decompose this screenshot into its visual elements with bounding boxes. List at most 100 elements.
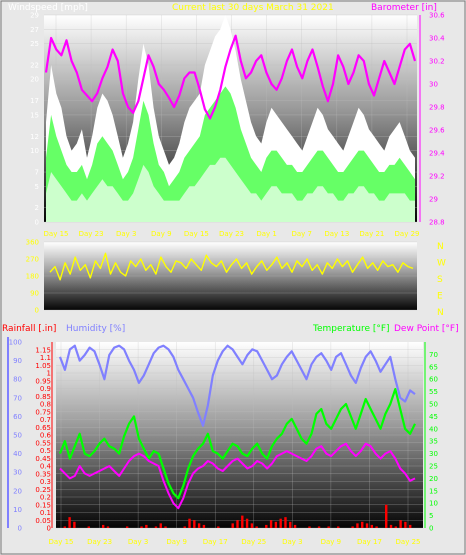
rainfall-tick-label: 0.65 (35, 424, 51, 432)
direction-degree-tick: 270 (26, 256, 39, 264)
humidity-tick-label: 50 (13, 432, 22, 440)
rainfall-bar (101, 524, 105, 528)
humidity-tick-label: 20 (13, 487, 22, 495)
rainfall-tick-label: 0.55 (35, 439, 51, 447)
barometer-tick-label: 29.2 (429, 173, 445, 181)
rainfall-legend-label: Rainfall [.in] (2, 324, 56, 334)
rainfall-tick-label: 0.2 (40, 494, 51, 502)
temperature-tick-label: 70 (429, 351, 438, 359)
barometer-tick-label: 28.8 (429, 219, 445, 227)
x-tick-label: Day 23 (87, 538, 112, 546)
rainfall-bar (154, 526, 158, 528)
humidity-line (58, 344, 416, 427)
windspeed-axis-title: Windspeed [mph] (8, 3, 88, 13)
temperature-tick-label: 25 (429, 463, 438, 471)
barometer-tick-label: 29.8 (429, 104, 445, 112)
x-tick-label: Day 23 (79, 230, 104, 238)
rainfall-bar (245, 518, 249, 528)
direction-degree-tick: 360 (26, 239, 39, 247)
temperature-tick-label: 0 (429, 525, 433, 533)
rainfall-tick-label: 1 (47, 370, 51, 378)
x-tick-label: Day 15 (44, 230, 69, 238)
rainfall-bar (217, 526, 220, 528)
rainfall-bar (68, 517, 71, 528)
x-tick-label: Day 3 (128, 538, 149, 546)
rainfall-bar (159, 523, 162, 528)
windspeed-tick-label: 5 (35, 183, 39, 191)
x-tick-label: Day 21 (359, 230, 384, 238)
rainfall-bar (356, 523, 359, 528)
rainfall-tick-label: 0.25 (35, 486, 51, 494)
rainfall-bar (389, 524, 393, 528)
temperature-tick-label: 15 (429, 487, 438, 495)
rainfall-bar (202, 524, 206, 528)
rainfall-bar (361, 521, 364, 528)
humidity-tick-label: 60 (13, 413, 22, 421)
temperature-tick-label: 45 (429, 413, 438, 421)
barometer-tick-label: 29.6 (429, 127, 445, 135)
rainfall-bar (399, 520, 402, 528)
x-tick-label: Day 9 (166, 538, 187, 546)
barometer-line (44, 34, 417, 120)
temperature-tick-label: 20 (429, 475, 438, 483)
rainfall-bar (327, 526, 330, 528)
rainfall-bar (197, 523, 201, 528)
rainfall-tick-label: 0.1 (40, 509, 51, 517)
x-tick-label: Day 9 (321, 538, 342, 546)
windspeed-tick-label: 2 (35, 204, 39, 212)
rainfall-tick-label: 0.4 (40, 463, 52, 471)
windspeed-tick-label: 15 (30, 111, 39, 119)
rainfall-tick-label: 0.8 (40, 401, 51, 409)
rainfall-bar (284, 517, 287, 528)
windspeed-tick-label: 17 (30, 97, 39, 105)
temperature-legend-label: Temperature [°F] (312, 324, 390, 334)
humidity-tick-label: 70 (13, 394, 22, 402)
rainfall-tick-label: 0.7 (40, 416, 51, 424)
rainfall-tick-label: 0.5 (40, 447, 51, 455)
temperature-tick-label: 50 (429, 401, 438, 409)
compass-tick-label: N (437, 308, 444, 318)
compass-tick-label: W (437, 259, 446, 269)
temperature-tick-label: 40 (429, 425, 438, 433)
rainfall-bar (370, 524, 374, 528)
rainfall-bar (236, 520, 239, 528)
rainfall-bar (193, 520, 196, 528)
barometer-tick-label: 30.6 (429, 12, 445, 20)
windspeed-tick-label: 27 (30, 26, 39, 34)
rainfall-bar (337, 526, 340, 528)
rainfall-bar (125, 526, 129, 528)
barometer-tick-label: 30.4 (429, 35, 445, 43)
rainfall-bar (404, 521, 407, 528)
x-tick-label: Day 15 (184, 230, 209, 238)
wind-average-area (46, 157, 415, 222)
humidity-tick-label: 80 (13, 376, 22, 384)
compass-tick-label: E (437, 292, 443, 302)
windspeed-tick-label: 10 (30, 147, 39, 155)
rainfall-bar (265, 524, 268, 528)
rainfall-bar (279, 518, 282, 528)
rainfall-tick-label: 1.15 (35, 346, 51, 354)
direction-degree-tick: 180 (26, 273, 39, 281)
chart-title: Current last 30 days March 31 2021 (172, 3, 334, 13)
rainfall-bar (145, 524, 148, 528)
compass-tick-label: N (437, 242, 444, 252)
windspeed-tick-label: 0 (35, 219, 39, 227)
rainfall-tick-label: 1.05 (35, 362, 51, 370)
rainfall-bar (255, 526, 258, 528)
x-tick-label: Day 9 (151, 230, 172, 238)
rainfall-tick-label: 0.85 (35, 393, 51, 401)
windspeed-tick-label: 22 (30, 61, 39, 69)
temperature-tick-label: 60 (429, 376, 438, 384)
rainfall-bar (308, 526, 311, 528)
rainfall-tick-label: 0.35 (35, 470, 51, 478)
rainfall-bar (375, 526, 378, 528)
rainfall-bar (351, 526, 354, 528)
humidity-tick-label: 100 (9, 339, 22, 347)
x-tick-label: Day 3 (282, 538, 303, 546)
x-tick-label: Day 7 (291, 230, 312, 238)
rainfall-bar (269, 520, 273, 528)
x-tick-label: Day 1 (256, 230, 277, 238)
rainfall-bar (188, 518, 191, 528)
rainfall-bar (289, 521, 292, 528)
rainfall-bar (73, 521, 76, 528)
